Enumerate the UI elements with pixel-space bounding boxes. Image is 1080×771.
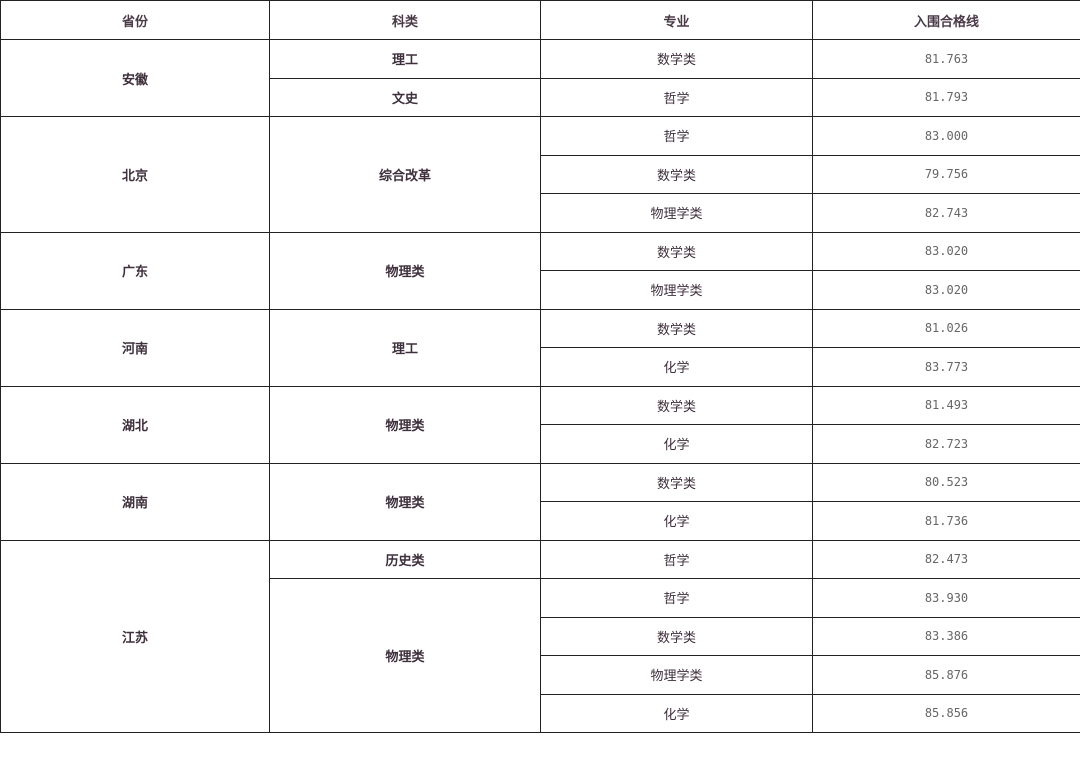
province-cell: 江苏 bbox=[0, 539, 270, 733]
category-cell: 理工 bbox=[269, 39, 541, 79]
cutoff-score-cell: 81.763 bbox=[812, 39, 1080, 79]
table-body: 安徽 理工 数学类 81.763 文史 哲学 81.793 北京 综合改革 哲学 83.000 数学类… bbox=[0, 39, 1080, 733]
table-row: 江苏 历史类 哲学 82.473 bbox=[0, 539, 1080, 733]
cutoff-score-cell: 83.020 bbox=[812, 270, 1080, 310]
table-row: 河南 理工 数学类 81.026 bbox=[0, 308, 1080, 387]
table-row: 物理学类 85.876 bbox=[1, 655, 1080, 695]
table-row: 物理类 哲学 83.930 bbox=[1, 578, 1080, 733]
province-cell: 湖北 bbox=[0, 385, 270, 464]
table-row: 物理学类 83.020 bbox=[1, 270, 1080, 310]
major-cell: 哲学 bbox=[540, 539, 813, 579]
major-cell: 数学类 bbox=[540, 616, 813, 656]
category-cell: 物理类 bbox=[269, 462, 541, 541]
major-cell: 哲学 bbox=[540, 77, 813, 117]
cutoff-score-cell: 83.386 bbox=[812, 616, 1080, 656]
header-province: 省份 bbox=[0, 0, 270, 40]
table-row: 数学类 79.756 bbox=[1, 154, 1080, 194]
major-cell: 数学类 bbox=[540, 462, 813, 502]
table-row: 安徽 理工 数学类 81.763 bbox=[0, 39, 1080, 117]
table-row: 物理学类 82.743 bbox=[1, 193, 1080, 233]
category-cell: 物理类 bbox=[269, 578, 541, 733]
major-cell: 化学 bbox=[540, 424, 813, 464]
major-cell: 数学类 bbox=[540, 39, 813, 79]
major-cell: 化学 bbox=[540, 347, 813, 387]
major-cell: 哲学 bbox=[540, 578, 813, 618]
category-cell: 历史类 bbox=[269, 539, 541, 579]
major-cell: 数学类 bbox=[540, 385, 813, 425]
cutoff-score-cell: 82.473 bbox=[812, 539, 1080, 579]
header-row: 省份 科类 专业 入围合格线 bbox=[0, 0, 1080, 40]
cutoff-score-cell: 85.856 bbox=[812, 693, 1080, 733]
cutoff-score-cell: 83.930 bbox=[812, 578, 1080, 618]
table-row: 化学 83.773 bbox=[1, 347, 1080, 387]
major-cell: 哲学 bbox=[540, 116, 813, 156]
table-row: 湖南 物理类 数学类 80.523 bbox=[0, 462, 1080, 541]
table-row: 化学 85.856 bbox=[1, 693, 1080, 733]
cutoff-score-cell: 80.523 bbox=[812, 462, 1080, 502]
table-row: 北京 综合改革 哲学 83.000 bbox=[0, 116, 1080, 233]
major-cell: 物理学类 bbox=[540, 270, 813, 310]
major-cell: 物理学类 bbox=[540, 193, 813, 233]
table-row: 湖北 物理类 数学类 81.493 bbox=[0, 385, 1080, 464]
cutoff-score-cell: 81.026 bbox=[812, 308, 1080, 348]
category-cell: 物理类 bbox=[269, 231, 541, 310]
province-cell: 湖南 bbox=[0, 462, 270, 541]
cutoff-score-cell: 85.876 bbox=[812, 655, 1080, 695]
header-major: 专业 bbox=[540, 0, 813, 40]
cutoff-score-cell: 83.020 bbox=[812, 231, 1080, 271]
cutoff-score-cell: 82.723 bbox=[812, 424, 1080, 464]
major-cell: 物理学类 bbox=[540, 655, 813, 695]
province-cell: 安徽 bbox=[0, 39, 270, 117]
category-cell: 文史 bbox=[269, 77, 541, 117]
header-category: 科类 bbox=[269, 0, 541, 40]
cutoff-score-cell: 82.743 bbox=[812, 193, 1080, 233]
cutoff-score-cell: 83.773 bbox=[812, 347, 1080, 387]
header-cutoff: 入围合格线 bbox=[812, 0, 1080, 40]
category-cell: 理工 bbox=[269, 308, 541, 387]
table-row: 化学 81.736 bbox=[1, 501, 1080, 541]
admission-cutoff-table: 省份 科类 专业 入围合格线 安徽 理工 数学类 81.763 文史 哲学 81.793 北京… bbox=[0, 0, 1080, 733]
category-cell: 物理类 bbox=[269, 385, 541, 464]
table-row: 数学类 83.386 bbox=[1, 616, 1080, 656]
cutoff-score-cell: 79.756 bbox=[812, 154, 1080, 194]
category-cell: 综合改革 bbox=[269, 116, 541, 233]
table-row: 广东 物理类 数学类 83.020 bbox=[0, 231, 1080, 310]
cutoff-score-cell: 81.493 bbox=[812, 385, 1080, 425]
major-cell: 数学类 bbox=[540, 231, 813, 271]
province-cell: 北京 bbox=[0, 116, 270, 233]
cutoff-score-cell: 81.736 bbox=[812, 501, 1080, 541]
major-cell: 数学类 bbox=[540, 154, 813, 194]
major-cell: 数学类 bbox=[540, 308, 813, 348]
major-cell: 化学 bbox=[540, 501, 813, 541]
province-cell: 河南 bbox=[0, 308, 270, 387]
cutoff-score-cell: 83.000 bbox=[812, 116, 1080, 156]
major-cell: 化学 bbox=[540, 693, 813, 733]
table-row: 化学 82.723 bbox=[1, 424, 1080, 464]
province-cell: 广东 bbox=[0, 231, 270, 310]
cutoff-score-cell: 81.793 bbox=[812, 77, 1080, 117]
